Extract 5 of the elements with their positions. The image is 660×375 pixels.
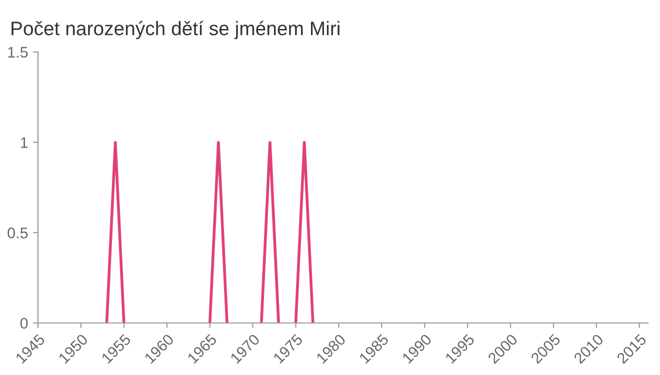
y-tick-label: 1.5 [8,47,28,58]
y-tick-label: 0.5 [8,228,28,238]
chart-title: Počet narozených dětí se jménem Miri [12,20,340,40]
y-tick-label: 0 [20,318,28,329]
y-tick-label: 1 [20,137,28,148]
